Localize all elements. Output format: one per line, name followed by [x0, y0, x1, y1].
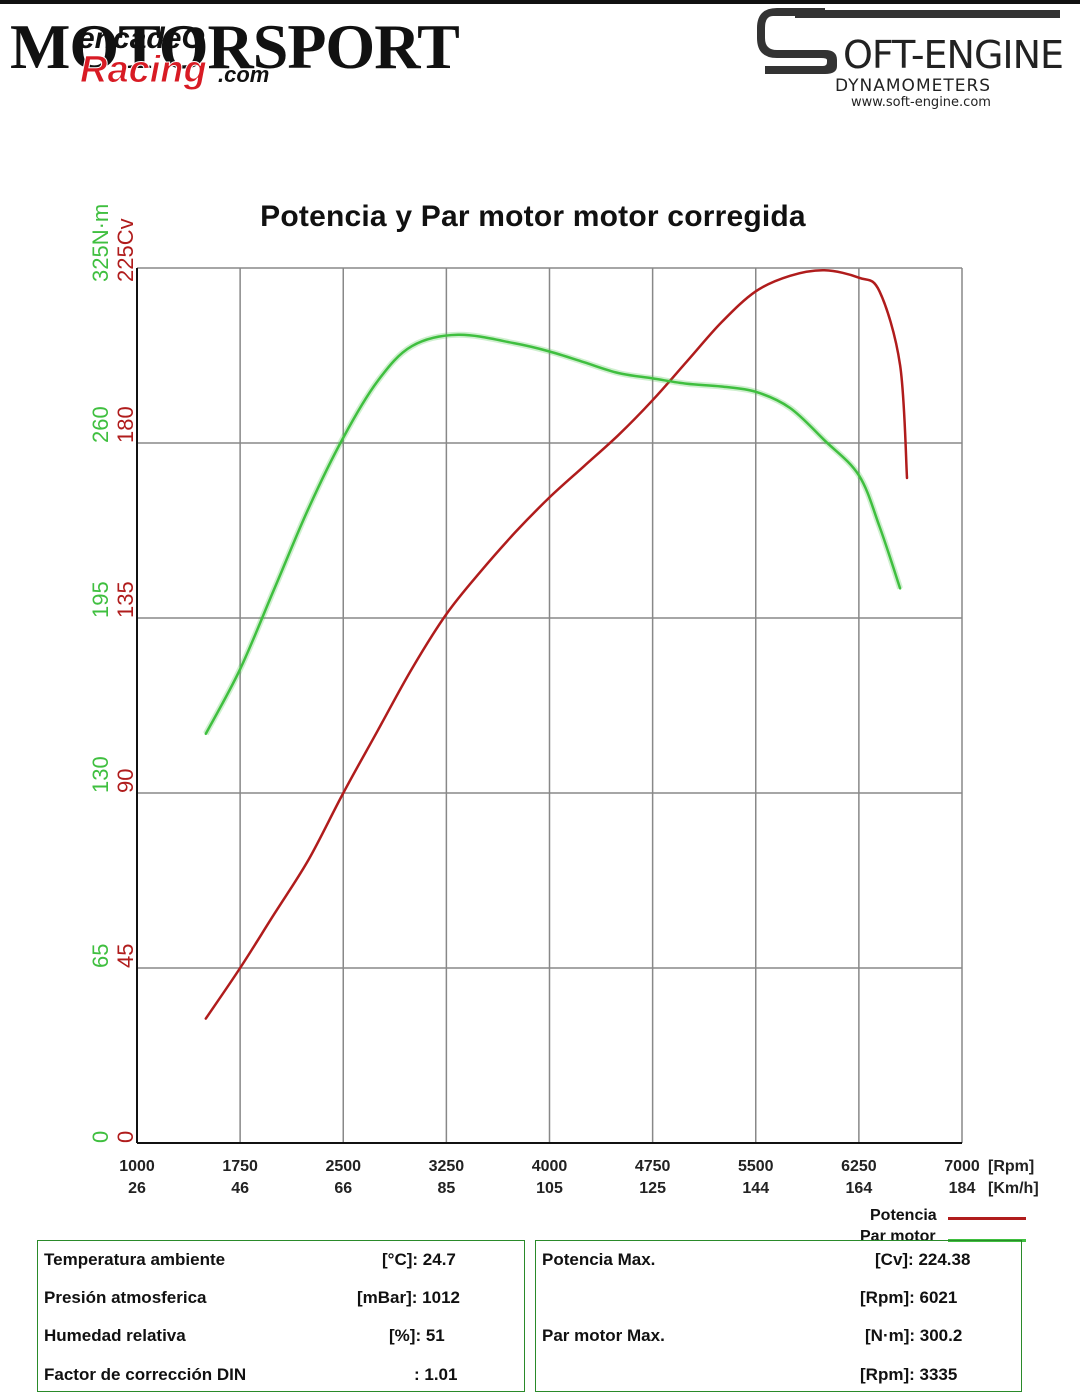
info-key: Potencia Max. — [542, 1250, 656, 1269]
x-tick-label-rpm: 6250 — [841, 1158, 877, 1175]
x-tick-label-rpm: 7000 — [944, 1158, 980, 1175]
series-line-power — [204, 269, 909, 1020]
x-axis-unit-rpm: [Rpm] — [988, 1158, 1034, 1175]
logo-s-shape-icon — [757, 8, 837, 74]
info-value: [°C]: 24.7 — [382, 1250, 456, 1269]
x-tick-label-kmh: 164 — [846, 1180, 873, 1197]
info-key: Humedad relativa — [44, 1326, 186, 1345]
info-value: [Cv]: 224.38 — [875, 1250, 971, 1269]
ambient-conditions-panel: Temperatura ambiente [°C]: 24.7 Presión … — [37, 1240, 525, 1392]
x-tick-label-kmh: 105 — [536, 1180, 563, 1197]
y-axis-unit-torque: 325N·m — [88, 204, 113, 282]
x-tick-label-rpm: 1000 — [119, 1158, 155, 1175]
x-tick-label-kmh: 144 — [742, 1180, 769, 1197]
x-tick-label-rpm: 5500 — [738, 1158, 774, 1175]
y-tick-label-torque: 130 — [88, 756, 113, 793]
top-border-line — [0, 0, 1080, 4]
x-tick-label-kmh: 85 — [437, 1180, 455, 1197]
y-tick-label-torque: 0 — [88, 1131, 113, 1143]
series-line-torque — [204, 333, 902, 736]
soft-engine-logo: OFT-ENGINE DYNAMOMETERS www.soft-engine.… — [757, 8, 1064, 110]
y-tick-label-torque: 260 — [88, 406, 113, 443]
info-value: [N·m]: 300.2 — [865, 1326, 963, 1345]
x-tick-label-rpm: 3250 — [429, 1158, 465, 1175]
info-value: : 1.01 — [414, 1365, 458, 1384]
soft-engine-brand-text: OFT-ENGINE — [843, 33, 1063, 77]
y-axis-unit-power: 225Cv — [113, 218, 138, 282]
y-tick-label-power: 45 — [113, 944, 138, 968]
chart-title: Potencia y Par motor motor corregida — [260, 200, 806, 233]
motorsport-logo: MOTORSPORT encadeO Racing .com — [10, 11, 460, 92]
info-key: Temperatura ambiente — [44, 1250, 226, 1269]
x-tick-label-rpm: 2500 — [325, 1158, 361, 1175]
x-tick-label-kmh: 26 — [128, 1180, 146, 1197]
soft-engine-sub-text: DYNAMOMETERS — [835, 76, 991, 96]
y-tick-label-power: 90 — [113, 769, 138, 793]
x-tick-label-kmh: 184 — [949, 1180, 976, 1197]
maximums-panel: Potencia Max. [Cv]: 224.38 [Rpm]: 6021 P… — [535, 1240, 1022, 1392]
soft-engine-url-text: www.soft-engine.com — [851, 95, 991, 110]
info-value: [%]: 51 — [389, 1326, 445, 1345]
logo-bar-top — [795, 10, 1060, 18]
legend-label-power: Potencia — [870, 1207, 937, 1224]
info-value: [Rpm]: 6021 — [860, 1288, 958, 1307]
info-key: Factor de corrección DIN — [44, 1365, 247, 1384]
x-tick-label-kmh: 66 — [334, 1180, 352, 1197]
y-tick-label-power: 180 — [113, 406, 138, 443]
x-axis-unit-kmh: [Km/h] — [988, 1180, 1039, 1197]
x-tick-label-rpm: 4750 — [635, 1158, 671, 1175]
x-tick-label-kmh: 46 — [231, 1180, 249, 1197]
y-tick-label-power: 135 — [113, 581, 138, 618]
y-tick-label-torque: 65 — [88, 944, 113, 968]
racing-logo-text: Racing — [80, 49, 207, 91]
info-value: [Rpm]: 3335 — [860, 1365, 958, 1384]
x-tick-label-kmh: 125 — [639, 1180, 666, 1197]
dyno-chart: 1000 26 1750 46 2500 66 3250 85 4000 105 4750 125 55… — [88, 204, 1039, 1197]
y-tick-label-torque: 195 — [88, 581, 113, 618]
x-tick-label-rpm: 1750 — [222, 1158, 258, 1175]
info-value: [mBar]: 1012 — [357, 1288, 460, 1307]
y-tick-label-power: 0 — [113, 1131, 138, 1143]
racing-logo-suffix: .com — [218, 62, 269, 87]
x-tick-label-rpm: 4000 — [532, 1158, 568, 1175]
racing-logo-top-text: encadeO — [78, 22, 205, 55]
info-key: Par motor Max. — [542, 1326, 665, 1345]
info-key: Presión atmosferica — [44, 1288, 207, 1307]
legend-line-power — [948, 1217, 1026, 1220]
motorsport-logo-text: MOTORSPORT — [10, 11, 459, 82]
